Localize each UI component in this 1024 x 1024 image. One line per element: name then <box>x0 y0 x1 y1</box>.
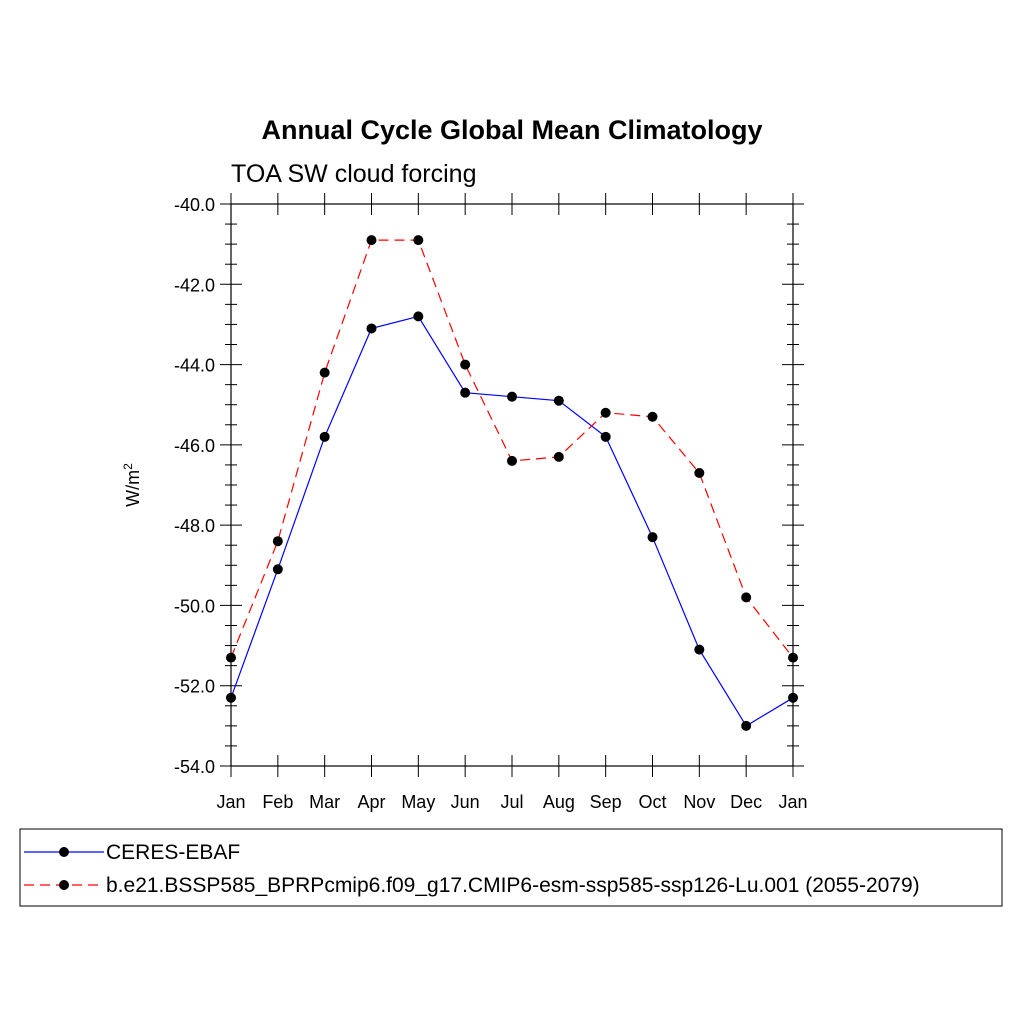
legend-marker-ceres <box>59 847 69 857</box>
y-tick-label: -40.0 <box>174 195 215 215</box>
data-point-model <box>647 411 658 422</box>
chart-subtitle: TOA SW cloud forcing <box>231 160 476 188</box>
data-point-ceres <box>507 391 517 402</box>
data-point-ceres <box>553 395 564 406</box>
data-point-model <box>507 455 517 466</box>
plot-frame <box>230 203 794 767</box>
y-tick-label: -48.0 <box>174 516 215 536</box>
legend: CERES-EBAF b.e21.BSSP585_BPRPcmip6.f09_g… <box>19 828 1003 907</box>
x-tick-label: Nov <box>683 792 715 812</box>
chart-title: Annual Cycle Global Mean Climatology <box>261 115 762 145</box>
series-line-ceres <box>230 315 794 727</box>
x-tick-label: Sep <box>590 792 622 812</box>
legend-label-model: b.e21.BSSP585_BPRPcmip6.f09_g17.CMIP6-es… <box>106 874 920 897</box>
y-tick-label: -42.0 <box>174 275 215 295</box>
x-tick-label: Jul <box>500 792 523 812</box>
y-tick-label: -44.0 <box>174 356 215 376</box>
y-tick-labels: -40.0 -42.0 -44.0 -46.0 -48.0 -50.0 -52.0 -54.0 <box>174 195 215 777</box>
data-point-model <box>741 592 752 603</box>
x-tick-label: Feb <box>262 792 293 812</box>
data-point-model <box>413 235 424 246</box>
y-axis-label: W/m2 <box>121 463 143 507</box>
data-point-model <box>694 467 705 478</box>
x-tick-label: Jan <box>778 792 807 812</box>
y-axis-label-unit: W/m <box>123 470 143 507</box>
data-point-model <box>460 359 471 370</box>
data-point-ceres <box>694 644 705 655</box>
data-point-ceres <box>413 311 424 322</box>
x-tick-label: Dec <box>730 792 762 812</box>
y-tick-label: -46.0 <box>174 436 215 456</box>
data-point-ceres <box>460 387 471 398</box>
x-tick-label: Oct <box>638 792 666 812</box>
series-line-model <box>230 239 794 658</box>
data-point-ceres <box>319 431 330 442</box>
data-point-ceres <box>647 532 658 543</box>
x-tick-label: Aug <box>543 792 575 812</box>
series-layer <box>226 235 798 731</box>
data-point-model <box>600 407 611 418</box>
x-tick-label: Mar <box>309 792 340 812</box>
x-tick-label: Jan <box>216 792 245 812</box>
data-point-ceres <box>366 323 377 334</box>
data-point-model <box>553 451 564 462</box>
legend-box <box>19 828 1003 907</box>
legend-label-ceres: CERES-EBAF <box>106 841 240 864</box>
x-tick-labels: Jan Feb Mar Apr May Jun Jul Aug Sep Oct Nov Dec Jan <box>216 792 807 812</box>
y-tick-label: -50.0 <box>174 596 215 616</box>
x-tick-label: Jun <box>451 792 480 812</box>
x-tick-label: Apr <box>357 792 385 812</box>
y-axis-label-superscript: 2 <box>121 463 135 470</box>
legend-marker-model <box>59 880 69 890</box>
data-point-model <box>366 235 377 246</box>
data-point-ceres <box>600 431 611 442</box>
x-tick-label: May <box>401 792 435 812</box>
data-point-model <box>319 367 330 378</box>
data-point-model <box>272 536 283 547</box>
data-point-ceres <box>741 720 752 731</box>
y-tick-label: -52.0 <box>174 677 215 697</box>
y-tick-label: -54.0 <box>174 757 215 777</box>
data-point-ceres <box>272 564 283 575</box>
